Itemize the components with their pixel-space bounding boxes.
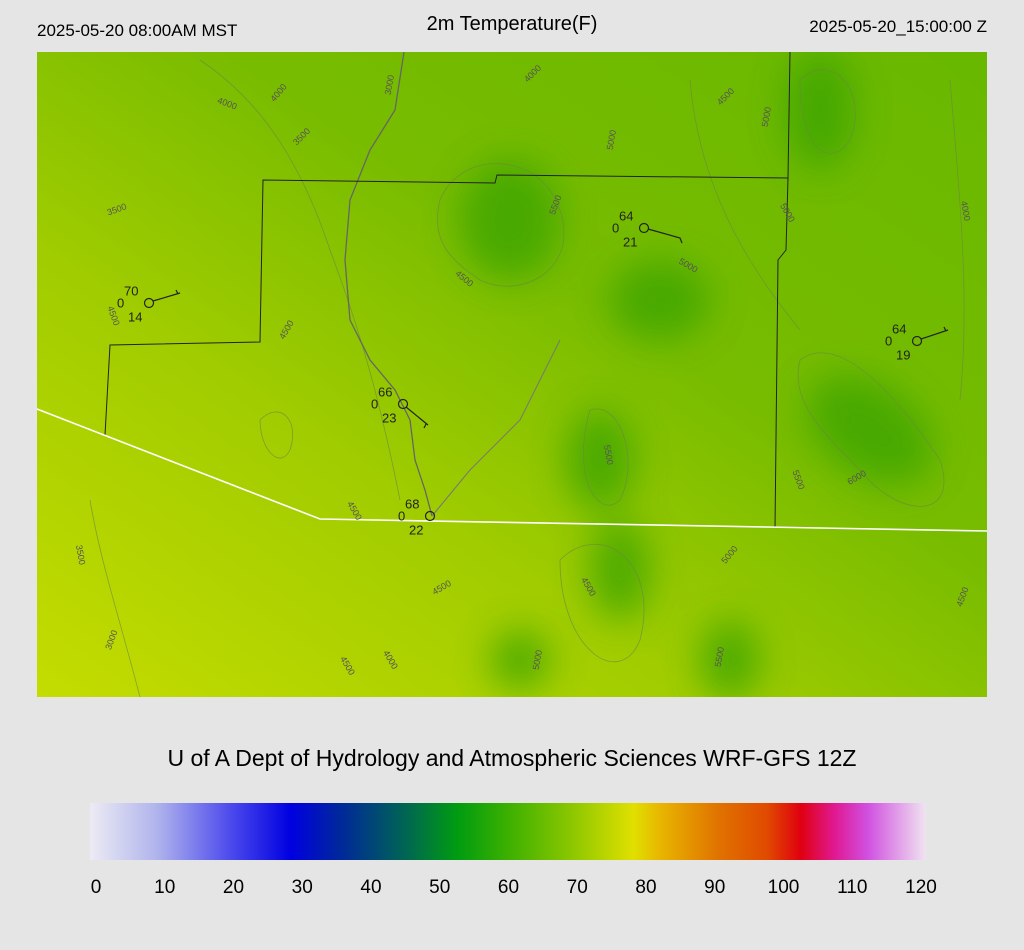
station-dewpoint: 23 bbox=[382, 410, 396, 425]
colorbar-tick-label: 60 bbox=[498, 877, 519, 898]
valid-utc: 2025-05-20_15:00:00 Z bbox=[809, 17, 987, 36]
station-dewpoint: 22 bbox=[409, 522, 423, 537]
wind-barb bbox=[647, 228, 683, 244]
station-code: 0 bbox=[371, 396, 378, 411]
station-dewpoint: 14 bbox=[128, 309, 142, 324]
station-code: 0 bbox=[885, 333, 892, 348]
colorbar-tick-label: 30 bbox=[292, 877, 313, 898]
station-code: 0 bbox=[117, 295, 124, 310]
station-marker bbox=[143, 297, 155, 309]
station-temp: 64 bbox=[619, 208, 633, 223]
contour-label: 5500 bbox=[602, 444, 615, 465]
colorbar-tick-label: 110 bbox=[837, 877, 867, 898]
station-temp: 70 bbox=[124, 283, 138, 298]
colorbar-tick-label: 0 bbox=[91, 877, 102, 898]
station-marker bbox=[424, 510, 436, 522]
station-temp: 64 bbox=[892, 321, 906, 336]
colorbar bbox=[90, 803, 926, 860]
contour-label: 3000 bbox=[383, 74, 396, 95]
station-temp: 68 bbox=[405, 496, 419, 511]
valid-local: 2025-05-20 08:00AM MST bbox=[37, 21, 237, 40]
station-temp: 66 bbox=[378, 384, 392, 399]
contour-label: 5000 bbox=[605, 129, 618, 150]
colorbar-tick-label: 80 bbox=[635, 877, 656, 898]
contour-label: 3500 bbox=[74, 544, 87, 565]
station-marker bbox=[638, 222, 650, 234]
colorbar-tick-label: 40 bbox=[360, 877, 381, 898]
colorbar-tick-label: 10 bbox=[154, 877, 175, 898]
wind-barb bbox=[920, 326, 949, 340]
station-code: 0 bbox=[612, 220, 619, 235]
colorbar-tick-label: 90 bbox=[704, 877, 725, 898]
colorbar-tick-label: 70 bbox=[567, 877, 588, 898]
contour-label: 5000 bbox=[760, 106, 773, 127]
colorbar-tick-label: 100 bbox=[768, 877, 800, 898]
station-marker bbox=[397, 398, 409, 410]
wind-barb bbox=[405, 406, 429, 429]
wind-barb bbox=[152, 289, 181, 302]
station-dewpoint: 21 bbox=[623, 234, 637, 249]
colorbar-tick-label: 120 bbox=[905, 877, 937, 898]
station-dewpoint: 19 bbox=[896, 347, 910, 362]
colorbar-tick-label: 20 bbox=[223, 877, 244, 898]
contour-label: 4000 bbox=[959, 200, 972, 221]
contour-label: 5500 bbox=[713, 646, 726, 667]
station-code: 0 bbox=[398, 508, 405, 523]
station-marker bbox=[911, 335, 923, 347]
credit: U of A Dept of Hydrology and Atmospheric… bbox=[167, 745, 856, 771]
colorbar-tick-label: 50 bbox=[429, 877, 450, 898]
title: 2m Temperature(F) bbox=[427, 13, 598, 35]
contour-label: 5000 bbox=[531, 649, 544, 670]
